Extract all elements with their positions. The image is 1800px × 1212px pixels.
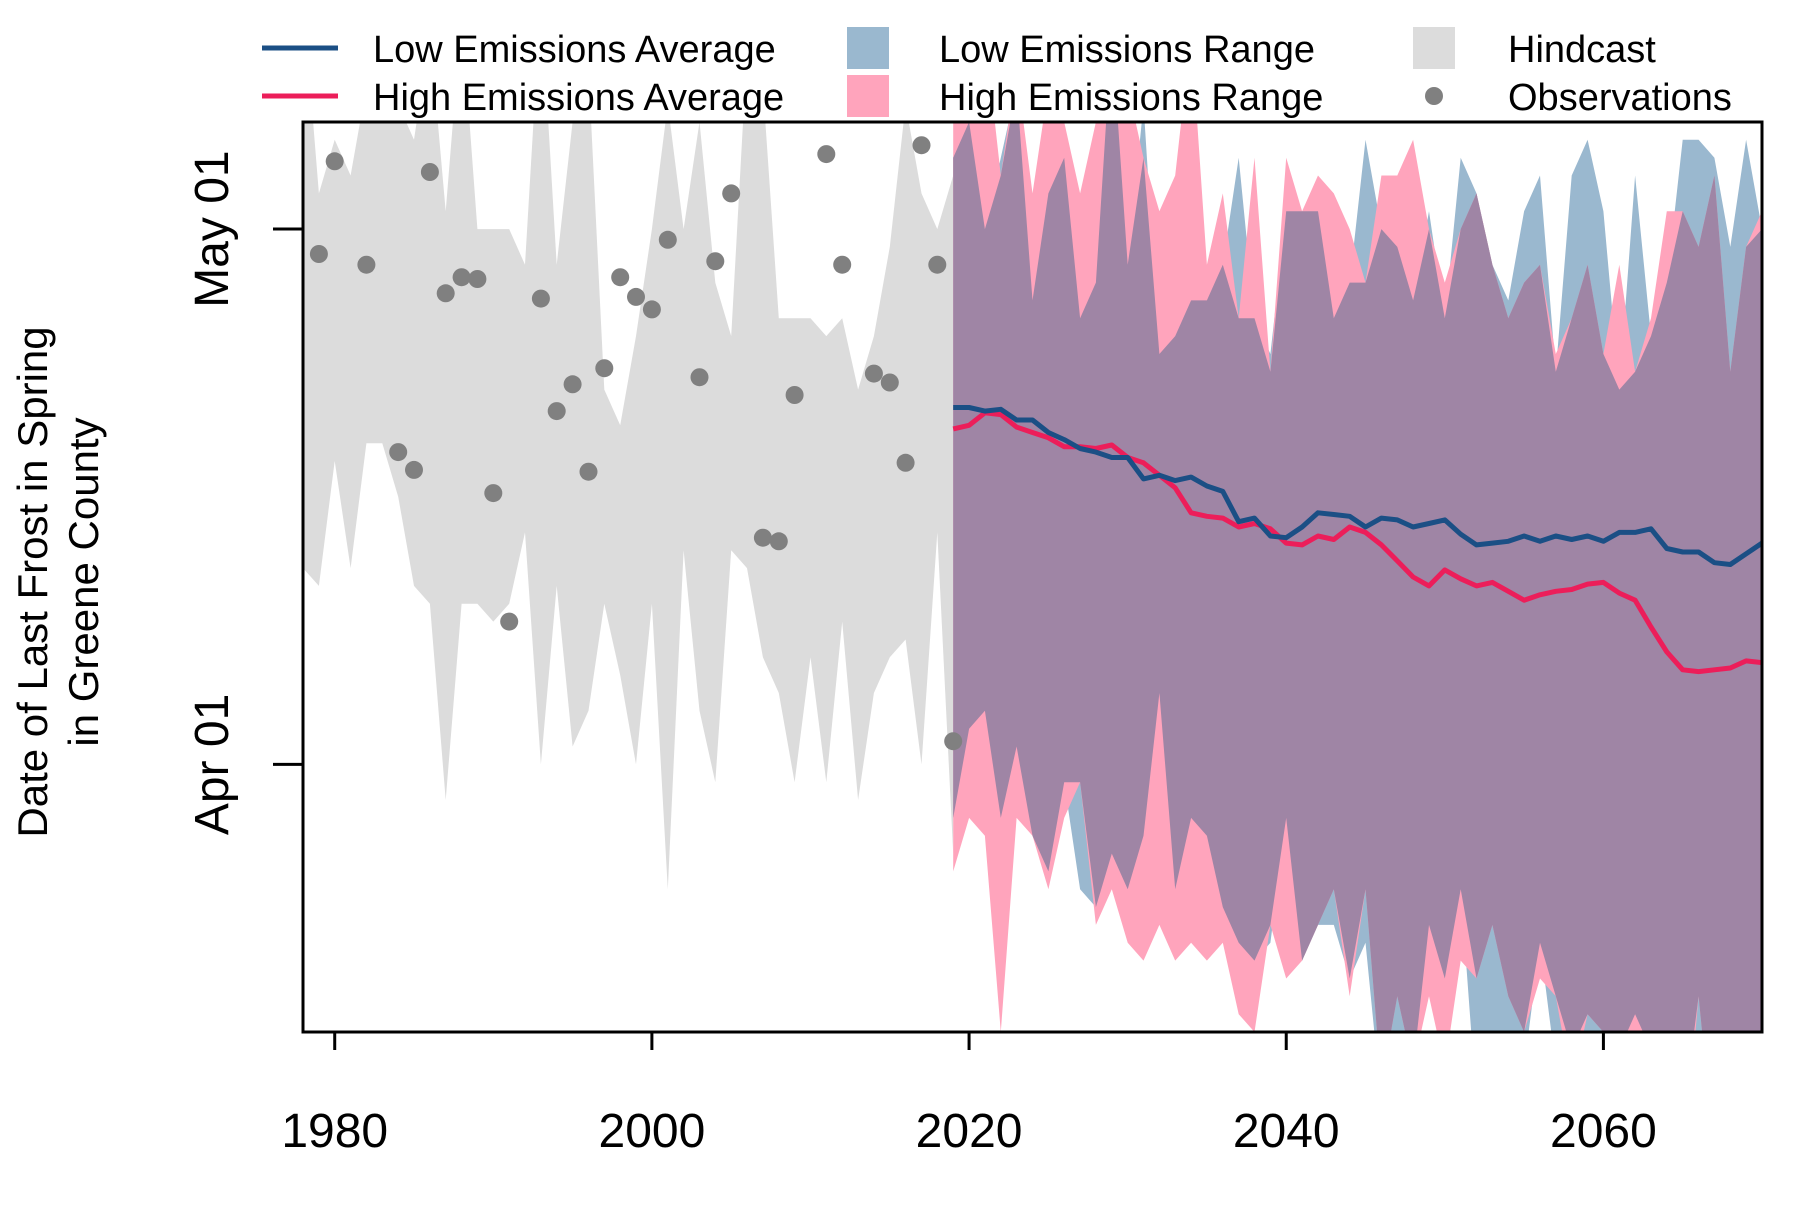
- observation-point: [769, 532, 788, 551]
- plot-frame: [301, 120, 1764, 1034]
- observation-point: [531, 289, 550, 308]
- legend-label-hindcast: Hindcast: [1508, 29, 1656, 71]
- observation-point: [579, 462, 598, 481]
- observation-point: [642, 300, 661, 319]
- observation-point: [468, 270, 487, 288]
- x-tick-label: 2060: [1550, 1105, 1657, 1158]
- observation-point: [658, 230, 677, 249]
- x-tick-label: 2000: [599, 1105, 706, 1158]
- observation-point: [484, 484, 503, 503]
- observation-point: [896, 453, 915, 472]
- range-overlap-band: [953, 122, 1762, 1032]
- legend-swatch-low-emissions-range: [847, 27, 889, 69]
- x-tick-label: 2040: [1233, 1105, 1340, 1158]
- observation-point: [547, 402, 566, 421]
- observation-point: [817, 145, 836, 164]
- observation-point: [880, 373, 899, 392]
- observation-point: [722, 184, 741, 203]
- x-tick-label: 2020: [916, 1105, 1023, 1158]
- observation-point: [611, 268, 630, 287]
- observation-point: [436, 284, 455, 303]
- legend-swatch-observations: [1425, 87, 1443, 105]
- legend-label-low-emissions-average: Low Emissions Average: [373, 29, 776, 71]
- observation-point: [452, 268, 471, 287]
- observation-point: [500, 612, 519, 631]
- legend-label-low-emissions-range: Low Emissions Range: [939, 29, 1315, 71]
- legend-label-observations: Observations: [1508, 77, 1732, 119]
- observation-point: [706, 252, 725, 271]
- axes: 1980 2000 2020 2040 2060 Apr 01 May 01: [186, 150, 1657, 1158]
- observation-point: [389, 443, 408, 462]
- y-axis-title-line-1: Date of Last Frost in Spring: [9, 326, 56, 837]
- observation-point: [944, 732, 963, 751]
- observation-point: [405, 460, 423, 479]
- observation-point: [833, 255, 852, 274]
- observation-point: [420, 163, 439, 181]
- observation-point: [802, 85, 820, 103]
- observation-point: [928, 255, 947, 274]
- observation-point: [357, 255, 376, 274]
- observation-point: [325, 152, 344, 171]
- low-emissions-average-line: [953, 405, 1762, 567]
- x-tick-label: 1980: [281, 1105, 388, 1158]
- observation-point: [753, 528, 772, 547]
- legend: Low Emissions Average Low Emissions Rang…: [262, 27, 1732, 119]
- legend-label-high-emissions-average: High Emissions Average: [373, 77, 784, 119]
- high-emissions-average-line: [952, 410, 1762, 675]
- observation-point: [690, 368, 709, 387]
- y-tick-label: May 01: [186, 150, 239, 307]
- y-axis-title: Date of Last Frost in Spring in Greene C…: [9, 326, 107, 837]
- observation-point: [785, 386, 804, 404]
- y-axis-title-line-2: in Greene County: [60, 417, 107, 746]
- observation-point: [563, 375, 582, 394]
- observation-point: [309, 245, 328, 263]
- legend-label-high-emissions-range: High Emissions Range: [939, 77, 1323, 119]
- observation-point: [627, 287, 645, 306]
- y-tick-label: Apr 01: [186, 694, 239, 835]
- plot-data: [303, 85, 1762, 1032]
- observation-point: [912, 136, 931, 155]
- observation-point: [595, 359, 614, 378]
- observation-point: [864, 364, 883, 383]
- legend-swatch-hindcast: [1413, 27, 1455, 69]
- legend-swatch-high-emissions-range: [847, 75, 889, 117]
- observation-point: [342, 95, 360, 113]
- hindcast-band: [303, 122, 954, 890]
